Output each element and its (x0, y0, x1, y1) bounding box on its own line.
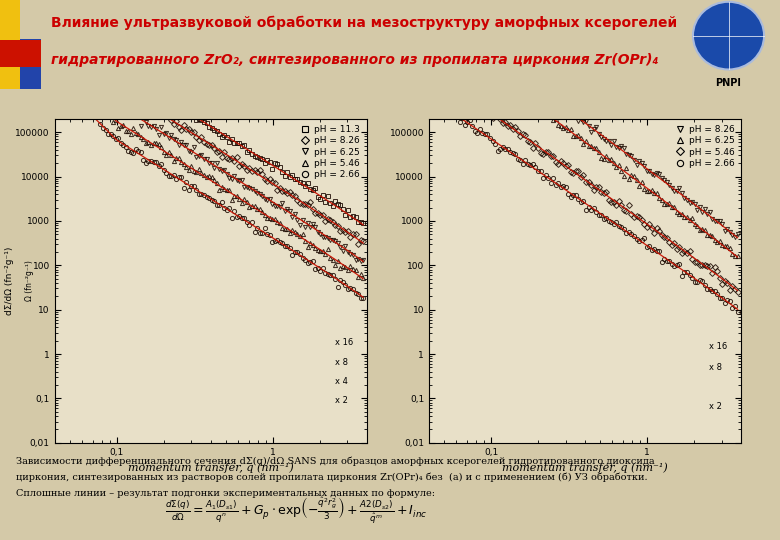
Bar (0, 39, 41, 89)
Bar (0, 0, 20, 40)
Bar (0, 67, 20, 89)
Text: Зависимости дифференциального сечения dΣ(q)/dΩ SANS для образцов аморфных ксерог: Зависимости дифференциального сечения dΣ… (16, 456, 654, 466)
Text: $\frac{d\Sigma(q)}{d\Omega} = \frac{A_1(D_{s1})}{q^n} + G_p \cdot \exp\!\left(-\: $\frac{d\Sigma(q)}{d\Omega} = \frac{A_1(… (165, 495, 427, 525)
Text: x 8: x 8 (709, 363, 722, 372)
Text: Ω (fn⁻²g⁻¹): Ω (fn⁻²g⁻¹) (25, 260, 34, 301)
Bar (0, 40, 41, 67)
Text: x 4: x 4 (335, 377, 348, 386)
Text: Влияние ультразвуковой обработки на мезоструктуру аморфных ксерогелей: Влияние ультразвуковой обработки на мезо… (51, 16, 677, 30)
X-axis label: momentum transfer, q (nm⁻¹): momentum transfer, q (nm⁻¹) (502, 462, 668, 473)
Text: x 16: x 16 (335, 338, 353, 347)
Legend: pH = 11.3, pH = 8.26, pH = 6.25, pH = 5.46, pH = 2.66: pH = 11.3, pH = 8.26, pH = 6.25, pH = 5.… (299, 123, 362, 181)
Text: PNPI: PNPI (715, 78, 742, 89)
Text: Сплошные линии – результат подгонки экспериментальных данных по формуле:: Сплошные линии – результат подгонки эксп… (16, 489, 434, 498)
Text: циркония, синтезированных из растворов солей пропилата циркония Zr(OPr)₄ без  (а: циркония, синтезированных из растворов с… (16, 472, 647, 482)
Legend: pH = 8.26, pH = 6.25, pH = 5.46, pH = 2.66: pH = 8.26, pH = 6.25, pH = 5.46, pH = 2.… (674, 123, 736, 170)
Text: x 16: x 16 (709, 342, 728, 351)
X-axis label: momentum transfer, q (nm⁻¹): momentum transfer, q (nm⁻¹) (128, 462, 293, 473)
Text: x 2: x 2 (335, 396, 348, 405)
Text: x 2: x 2 (709, 402, 722, 411)
Text: dΣ/dΩ (fn⁻²g⁻¹): dΣ/dΩ (fn⁻²g⁻¹) (5, 247, 14, 315)
Text: x 8: x 8 (335, 358, 348, 367)
Circle shape (693, 2, 764, 70)
Text: гидратированного ZrO₂, синтезированного из пропилата циркония Zr(OPr)₄: гидратированного ZrO₂, синтезированного … (51, 53, 658, 68)
